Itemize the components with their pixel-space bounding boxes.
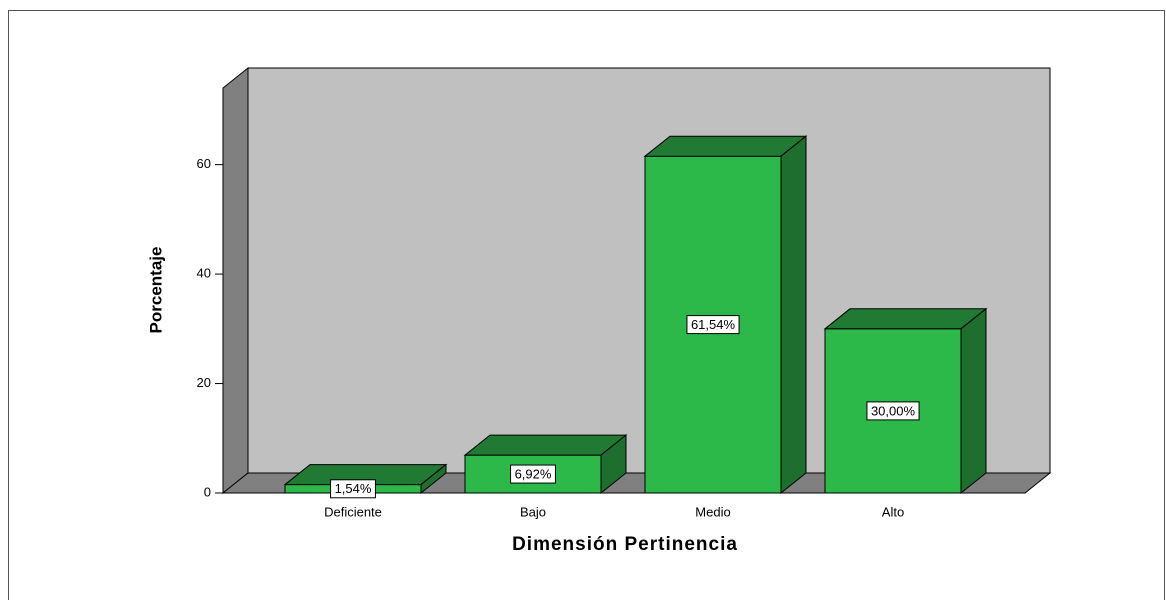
value-label: 6,92%: [515, 467, 552, 482]
y-tick-label: 60: [197, 156, 211, 171]
x-tick-label: Deficiente: [324, 504, 382, 519]
x-tick-label: Bajo: [520, 504, 546, 519]
bar-side: [960, 307, 987, 495]
value-label: 61,54%: [691, 317, 736, 332]
value-label-box: [330, 479, 376, 499]
bar-side: [420, 463, 447, 495]
value-label-box: [866, 401, 920, 421]
bar-side: [780, 135, 807, 495]
value-label: 30,00%: [871, 403, 916, 418]
value-label-box: [686, 315, 740, 335]
bar-side: [600, 434, 627, 495]
x-tick-label: Alto: [882, 504, 904, 519]
y-tick-label: 20: [197, 375, 211, 390]
value-label: 1,54%: [335, 481, 372, 496]
y-axis-label: Porcentaje: [146, 247, 165, 334]
left-wall: [222, 66, 249, 495]
x-tick-label: Medio: [695, 504, 730, 519]
x-axis-label: Dimensión Pertinencia: [512, 534, 738, 555]
value-label-box: [510, 464, 556, 484]
y-tick-label: 0: [204, 484, 211, 499]
bar-top: [463, 434, 628, 456]
y-tick-label: 40: [197, 266, 211, 281]
bar-top: [643, 135, 808, 157]
bar-top: [823, 308, 988, 330]
